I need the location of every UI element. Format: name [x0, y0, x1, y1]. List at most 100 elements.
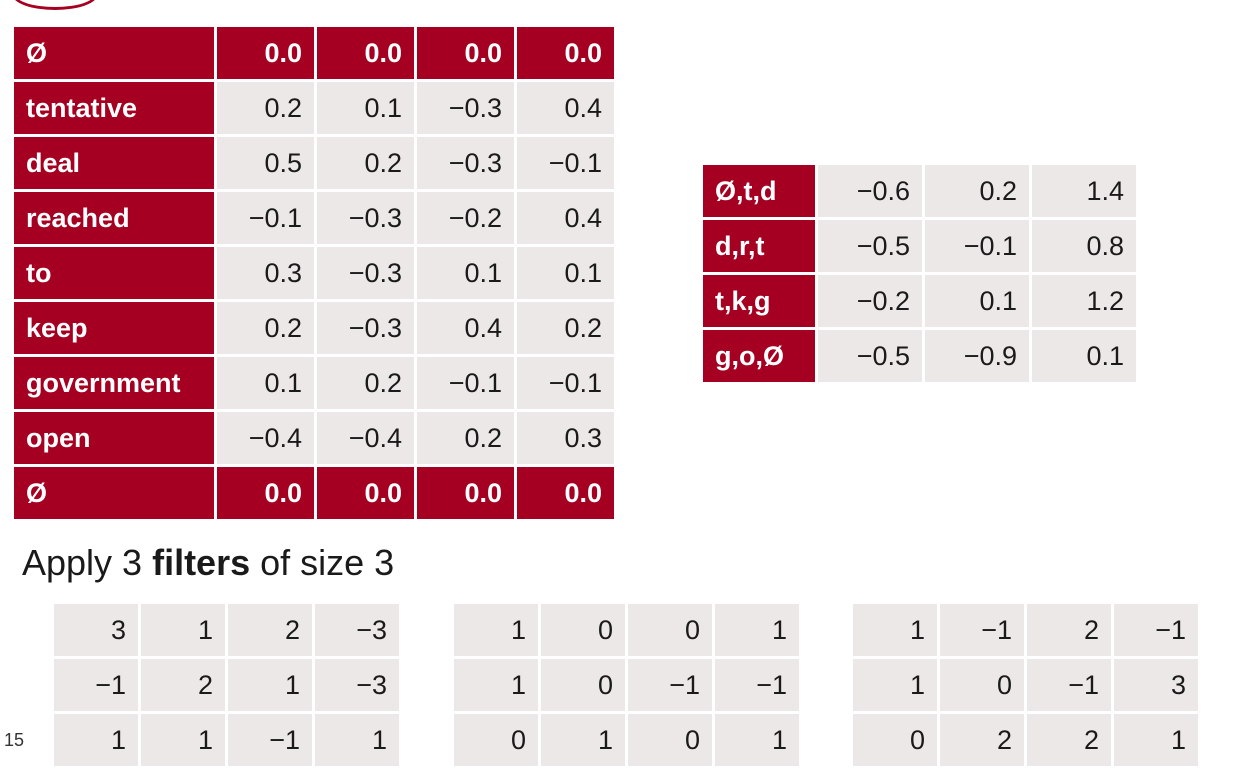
row-label: open [14, 412, 214, 464]
row-label: Ø [14, 467, 214, 519]
filter-weight-cell: 0 [454, 714, 538, 766]
table-row: Ø,t,d −0.6 0.2 1.4 [703, 165, 1136, 217]
filter-row: 1 0 −1 3 [853, 659, 1198, 711]
value-cell: −0.5 [818, 220, 922, 272]
row-label: Ø [14, 27, 214, 79]
value-cell: −0.1 [517, 357, 614, 409]
row-label: reached [14, 192, 214, 244]
value-cell: −0.1 [517, 137, 614, 189]
table-row: to 0.3 −0.3 0.1 0.1 [14, 247, 614, 299]
table-row: government 0.1 0.2 −0.1 −0.1 [14, 357, 614, 409]
value-cell: 0.0 [217, 27, 314, 79]
table-row: g,o,Ø −0.5 −0.9 0.1 [703, 330, 1136, 382]
table-row: Ø 0.0 0.0 0.0 0.0 [14, 27, 614, 79]
filter-weight-cell: 0 [853, 714, 937, 766]
filter-weight-cell: 1 [715, 714, 799, 766]
filter-weight-cell: −3 [315, 659, 399, 711]
filter-weight-cell: −1 [54, 659, 138, 711]
table-row: deal 0.5 0.2 −0.3 −0.1 [14, 137, 614, 189]
filter-weight-cell: 1 [454, 604, 538, 656]
filter-weight-cell: 2 [1027, 714, 1111, 766]
value-cell: 0.0 [417, 467, 514, 519]
value-cell: 1.2 [1032, 275, 1136, 327]
value-cell: −0.9 [925, 330, 1029, 382]
filter-row: −1 2 1 −3 [54, 659, 399, 711]
filter-row: 1 −1 2 −1 [853, 604, 1198, 656]
value-cell: −0.1 [925, 220, 1029, 272]
table-row: reached −0.1 −0.3 −0.2 0.4 [14, 192, 614, 244]
convolution-output-table: Ø,t,d −0.6 0.2 1.4 d,r,t −0.5 −0.1 0.8 t,k,g −0.2… [700, 162, 1139, 385]
row-label: tentative [14, 82, 214, 134]
value-cell: −0.3 [417, 82, 514, 134]
value-cell: 0.0 [517, 27, 614, 79]
filter-weight-cell: 2 [940, 714, 1024, 766]
value-cell: 0.2 [517, 302, 614, 354]
row-label: government [14, 357, 214, 409]
value-cell: −0.4 [217, 412, 314, 464]
row-label: Ø,t,d [703, 165, 815, 217]
value-cell: 0.2 [217, 302, 314, 354]
row-label: keep [14, 302, 214, 354]
value-cell: 0.4 [517, 192, 614, 244]
filter-weight-cell: 3 [54, 604, 138, 656]
value-cell: 0.0 [317, 467, 414, 519]
filter-weight-cell: 2 [228, 604, 312, 656]
filter-weight-cell: 1 [853, 604, 937, 656]
caption-bold: filters [152, 542, 251, 583]
filter-weight-cell: 0 [940, 659, 1024, 711]
filter-weight-cell: 1 [228, 659, 312, 711]
filter-1-table: 3 1 2 −3 −1 2 1 −3 1 1 −1 1 [51, 601, 402, 769]
filter-weight-cell: −1 [228, 714, 312, 766]
value-cell: −0.3 [317, 247, 414, 299]
value-cell: 0.4 [417, 302, 514, 354]
filter-weight-cell: 0 [541, 604, 625, 656]
table-row: open −0.4 −0.4 0.2 0.3 [14, 412, 614, 464]
value-cell: −0.5 [818, 330, 922, 382]
value-cell: 0.8 [1032, 220, 1136, 272]
filter-weight-cell: 3 [1114, 659, 1198, 711]
value-cell: −0.1 [417, 357, 514, 409]
table-row: keep 0.2 −0.3 0.4 0.2 [14, 302, 614, 354]
caption-post: of size 3 [250, 542, 395, 583]
filter-weight-cell: −3 [315, 604, 399, 656]
word-embedding-table: Ø 0.0 0.0 0.0 0.0 tentative 0.2 0.1 −0.3 0.4 deal 0… [11, 24, 617, 522]
filter-weight-cell: 1 [141, 604, 225, 656]
table-row: Ø 0.0 0.0 0.0 0.0 [14, 467, 614, 519]
value-cell: 0.1 [925, 275, 1029, 327]
value-cell: −0.3 [417, 137, 514, 189]
value-cell: 0.0 [417, 27, 514, 79]
value-cell: 0.1 [517, 247, 614, 299]
value-cell: −0.3 [317, 302, 414, 354]
value-cell: 0.1 [317, 82, 414, 134]
filter-weight-cell: −1 [715, 659, 799, 711]
filter-weight-cell: 0 [628, 604, 712, 656]
value-cell: −0.1 [217, 192, 314, 244]
filter-weight-cell: 0 [541, 659, 625, 711]
table-row: tentative 0.2 0.1 −0.3 0.4 [14, 82, 614, 134]
filter-weight-cell: 1 [853, 659, 937, 711]
value-cell: 0.3 [517, 412, 614, 464]
filter-2-table: 1 0 0 1 1 0 −1 −1 0 1 0 1 [451, 601, 802, 769]
row-label: to [14, 247, 214, 299]
value-cell: 0.0 [217, 467, 314, 519]
value-cell: −0.2 [417, 192, 514, 244]
value-cell: 0.1 [417, 247, 514, 299]
value-cell: 0.2 [417, 412, 514, 464]
row-label: g,o,Ø [703, 330, 815, 382]
value-cell: 0.2 [925, 165, 1029, 217]
filter-weight-cell: 1 [1114, 714, 1198, 766]
value-cell: −0.3 [317, 192, 414, 244]
page-number: 15 [4, 730, 25, 750]
filter-weight-cell: 1 [715, 604, 799, 656]
value-cell: −0.6 [818, 165, 922, 217]
value-cell: 0.1 [217, 357, 314, 409]
filter-weight-cell: −1 [1027, 659, 1111, 711]
filter-weight-cell: 2 [1027, 604, 1111, 656]
filter-3-table: 1 −1 2 −1 1 0 −1 3 0 2 2 1 [850, 601, 1201, 769]
filter-weight-cell: −1 [940, 604, 1024, 656]
value-cell: 0.4 [517, 82, 614, 134]
value-cell: 0.2 [317, 137, 414, 189]
